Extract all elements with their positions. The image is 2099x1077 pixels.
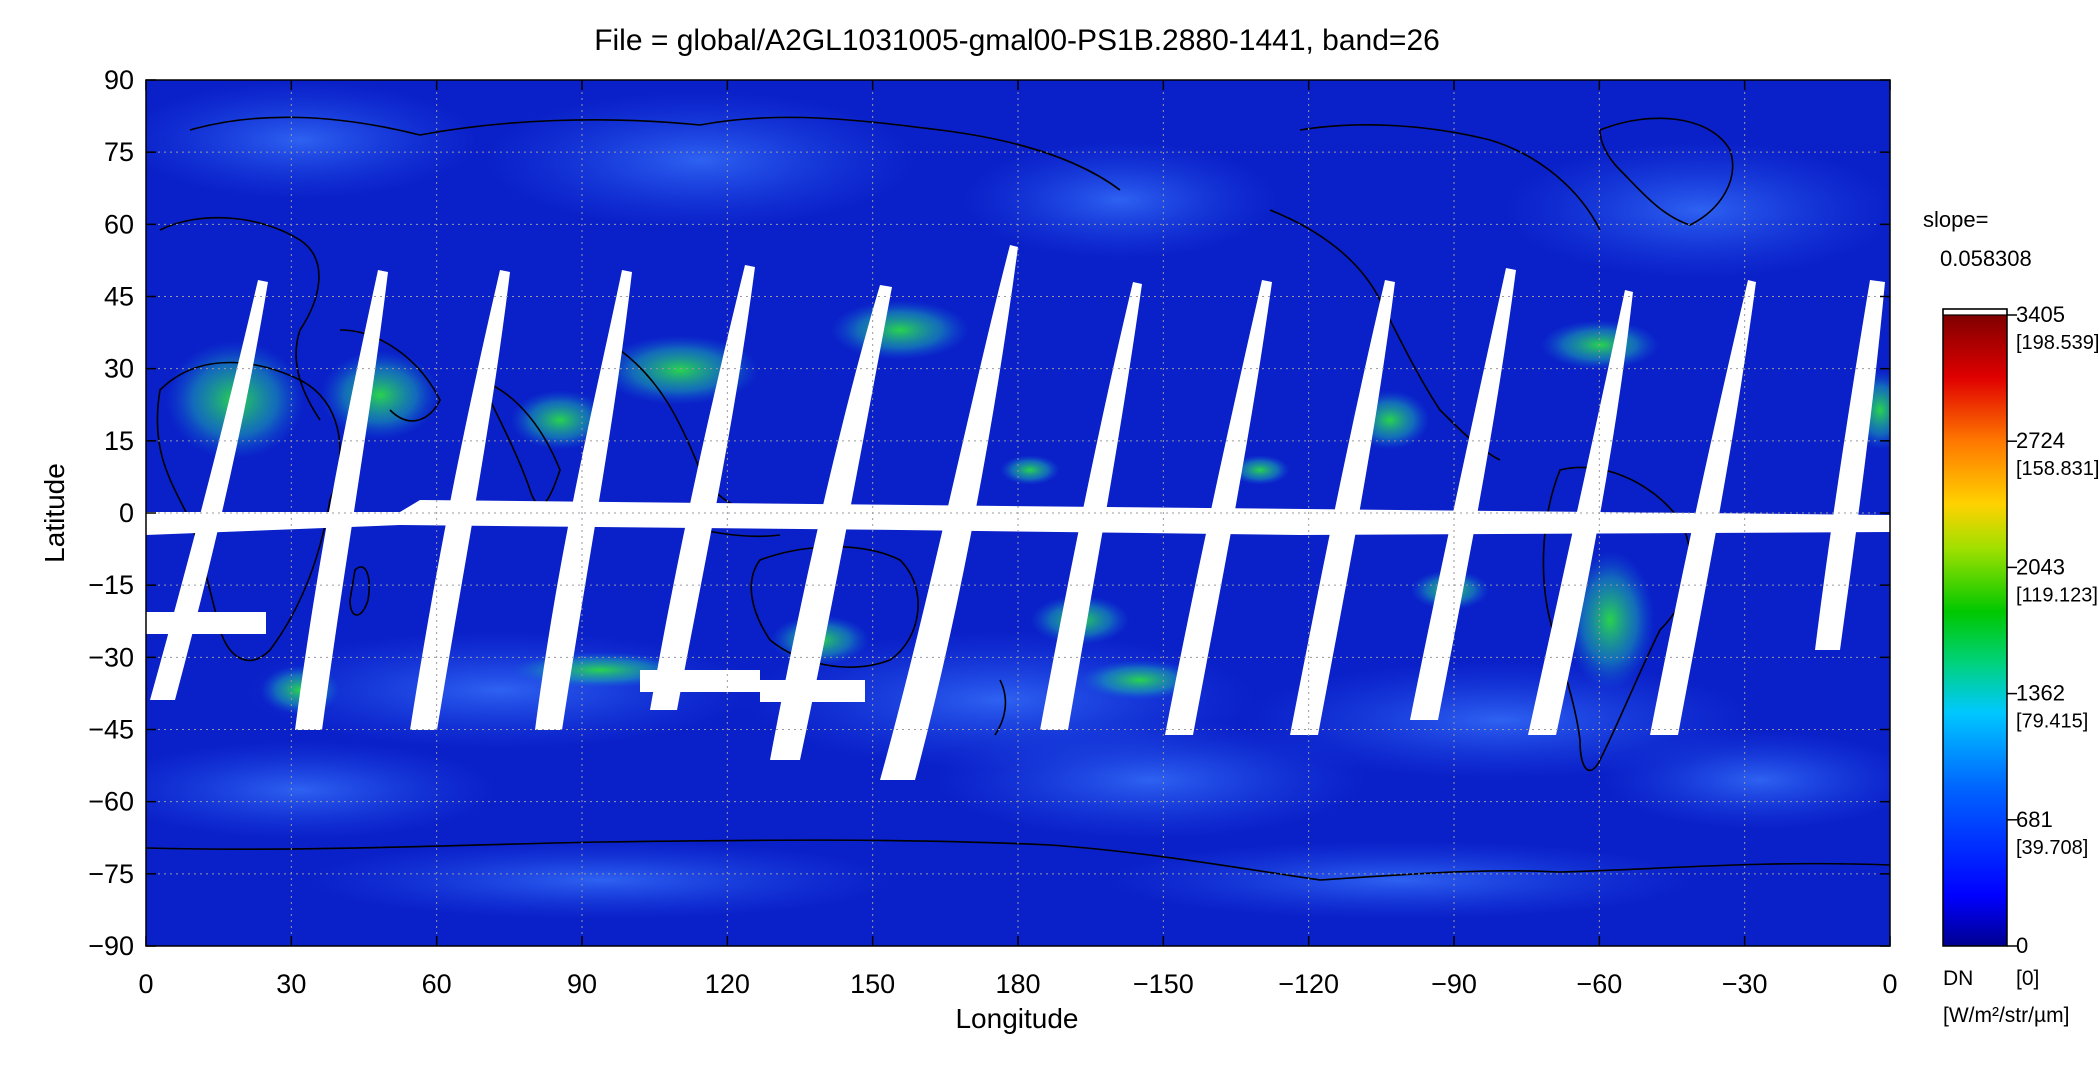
colorbar-top-cap — [1942, 308, 2008, 316]
y-tick-label: 15 — [104, 426, 134, 456]
map-title: File = global/A2GL1031005-gmal00-PS1B.28… — [594, 24, 1440, 57]
x-tick-label: −120 — [1278, 969, 1339, 999]
colorbar-tick-radiance: [158.831] — [2016, 458, 2099, 480]
x-tick-label: 60 — [422, 969, 452, 999]
colorbar-gradient — [1943, 315, 2007, 946]
x-tick-label: −90 — [1431, 969, 1477, 999]
x-tick-label: 150 — [850, 969, 895, 999]
colorbar-ticks: 3405 [198.539] 2724 [158.831] 2043 [119.123] 1… — [2007, 302, 2099, 958]
colorbar-unit-dn: DN — [1943, 967, 1973, 990]
cloud-haze-layer — [146, 80, 1890, 920]
map-gridlines — [146, 80, 1890, 946]
y-tick-label: −30 — [88, 642, 134, 672]
y-axis-ticks: 90 75 60 45 30 15 0 −15 −30 −45 −60 −75 −90 — [88, 65, 1890, 961]
x-axis-label: Longitude — [955, 1003, 1078, 1034]
x-tick-label: −60 — [1576, 969, 1622, 999]
x-axis-ticks: 0 30 60 90 120 150 180 −150 −120 −90 −60 −30 0 — [138, 80, 1898, 999]
x-tick-label: 30 — [276, 969, 306, 999]
colorbar-unit-radiance: [W/m²/str/µm] — [1943, 1004, 2069, 1027]
colorbar-tick-radiance: [119.123] — [2016, 584, 2098, 606]
colorbar-tick-dn: 2724 — [2016, 428, 2065, 453]
colorbar-tick-radiance: [39.708] — [2016, 837, 2088, 859]
y-tick-label: −60 — [88, 787, 134, 817]
x-tick-label: 180 — [995, 969, 1040, 999]
y-tick-label: −45 — [88, 715, 134, 745]
y-tick-label: 0 — [119, 498, 134, 528]
x-tick-label: −150 — [1133, 969, 1194, 999]
colorbar-tick-dn: 2043 — [2016, 554, 2065, 579]
colorbar-tick-radiance: [198.539] — [2016, 332, 2099, 354]
colorbar-zero-radiance: [0] — [2016, 967, 2039, 990]
y-tick-label: 90 — [104, 65, 134, 95]
colorbar-tick-dn: 3405 — [2016, 302, 2065, 327]
y-tick-label: 75 — [104, 137, 134, 167]
cloud-green-patches — [165, 300, 1890, 715]
map-plot-area — [146, 80, 1890, 946]
y-tick-label: −75 — [88, 859, 134, 889]
y-tick-label: 60 — [104, 209, 134, 239]
colorbar-slope-value: 0.058308 — [1940, 246, 2032, 271]
y-tick-label: −15 — [88, 570, 134, 600]
coastlines — [146, 116, 1890, 881]
x-tick-label: 120 — [705, 969, 750, 999]
colorbar-tick-dn: 681 — [2016, 807, 2053, 832]
y-tick-label: 45 — [104, 282, 134, 312]
y-axis-label: Latitude — [39, 463, 70, 563]
colorbar-slope-label: slope= — [1923, 207, 1988, 232]
colorbar-frame — [1942, 308, 2008, 947]
colorbar-tick-radiance: [79.415] — [2016, 711, 2088, 733]
x-tick-label: 90 — [567, 969, 597, 999]
x-tick-label: −30 — [1722, 969, 1768, 999]
x-tick-label: 0 — [1882, 969, 1897, 999]
y-tick-label: −90 — [88, 931, 134, 961]
y-tick-label: 30 — [104, 354, 134, 384]
x-tick-label: 0 — [138, 969, 153, 999]
swath-gaps — [146, 245, 1890, 780]
colorbar-tick-dn: 0 — [2016, 933, 2028, 958]
colorbar: slope= 0.058308 3405 [198.539] 2724 [158.83… — [1923, 207, 2099, 1027]
colorbar-tick-dn: 1362 — [2016, 681, 2065, 706]
